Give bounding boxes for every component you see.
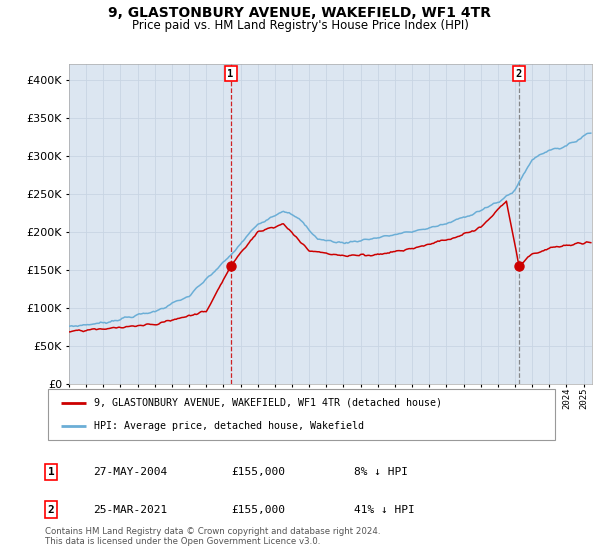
Text: 2: 2 (515, 68, 522, 78)
Text: 9, GLASTONBURY AVENUE, WAKEFIELD, WF1 4TR: 9, GLASTONBURY AVENUE, WAKEFIELD, WF1 4T… (109, 6, 491, 20)
Text: 1: 1 (47, 467, 55, 477)
Text: £155,000: £155,000 (231, 505, 285, 515)
Text: 25-MAR-2021: 25-MAR-2021 (93, 505, 167, 515)
FancyBboxPatch shape (48, 389, 555, 440)
Text: 27-MAY-2004: 27-MAY-2004 (93, 467, 167, 477)
Text: 2: 2 (47, 505, 55, 515)
Text: 1: 1 (227, 68, 234, 78)
Text: 8% ↓ HPI: 8% ↓ HPI (354, 467, 408, 477)
Text: £155,000: £155,000 (231, 467, 285, 477)
Text: Contains HM Land Registry data © Crown copyright and database right 2024.
This d: Contains HM Land Registry data © Crown c… (45, 526, 380, 546)
Text: Price paid vs. HM Land Registry's House Price Index (HPI): Price paid vs. HM Land Registry's House … (131, 19, 469, 32)
Text: 9, GLASTONBURY AVENUE, WAKEFIELD, WF1 4TR (detached house): 9, GLASTONBURY AVENUE, WAKEFIELD, WF1 4T… (94, 398, 442, 408)
Text: 41% ↓ HPI: 41% ↓ HPI (354, 505, 415, 515)
Text: HPI: Average price, detached house, Wakefield: HPI: Average price, detached house, Wake… (94, 421, 364, 431)
